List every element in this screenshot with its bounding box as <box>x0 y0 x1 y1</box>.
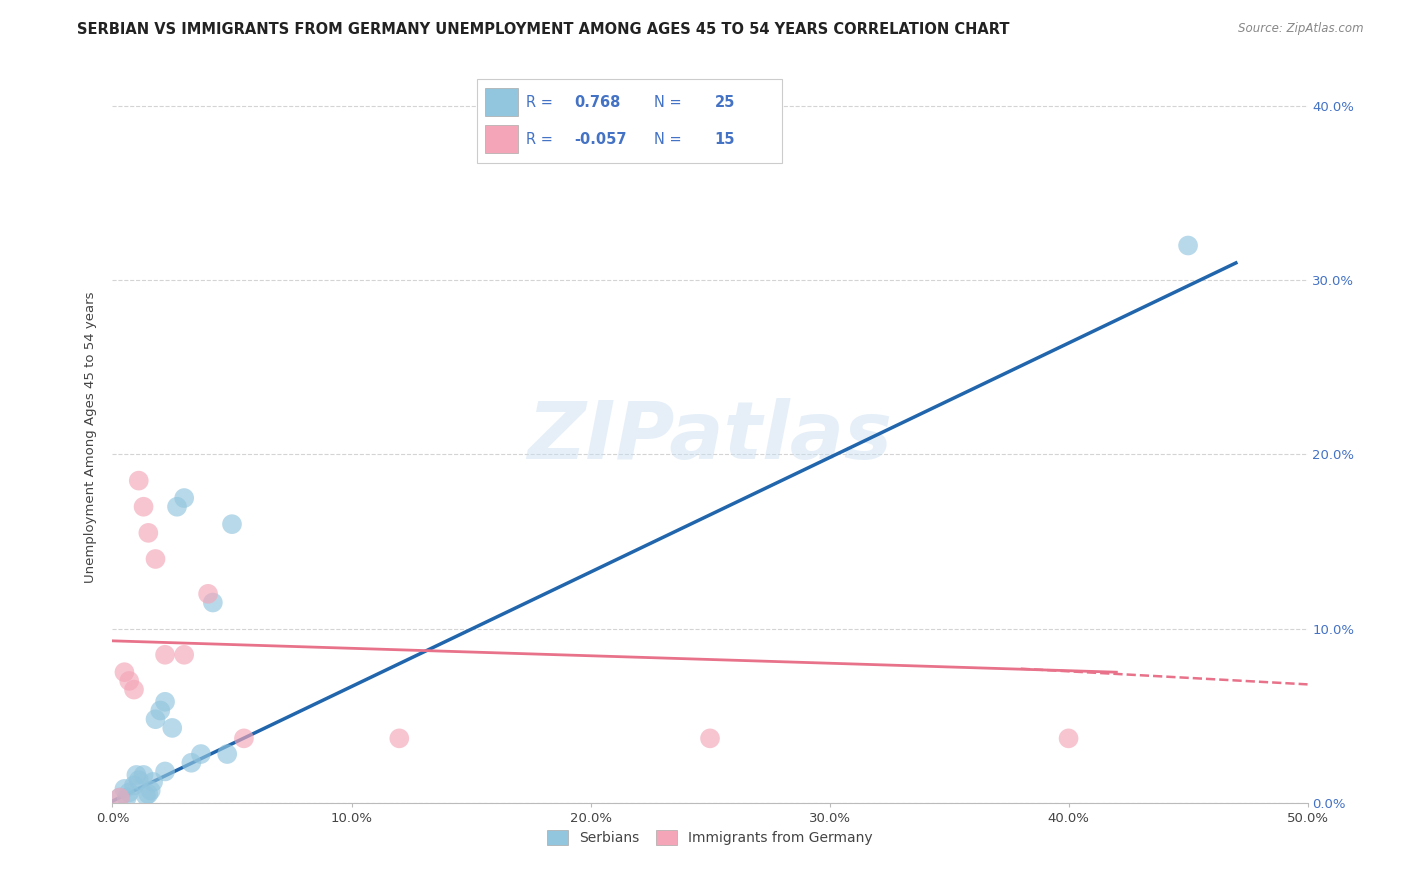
Point <box>128 773 150 788</box>
Text: SERBIAN VS IMMIGRANTS FROM GERMANY UNEMPLOYMENT AMONG AGES 45 TO 54 YEARS CORREL: SERBIAN VS IMMIGRANTS FROM GERMANY UNEMP… <box>77 22 1010 37</box>
Point <box>190 747 212 761</box>
Point <box>162 721 183 735</box>
Text: 0.768: 0.768 <box>575 95 621 110</box>
Point <box>166 500 188 514</box>
Point <box>201 595 224 609</box>
Point <box>114 665 135 680</box>
Point <box>132 768 155 782</box>
Text: -0.057: -0.057 <box>575 132 627 147</box>
Y-axis label: Unemployment Among Ages 45 to 54 years: Unemployment Among Ages 45 to 54 years <box>83 292 97 582</box>
Point <box>388 731 411 746</box>
FancyBboxPatch shape <box>485 88 517 117</box>
Point <box>108 790 131 805</box>
Point <box>132 500 155 514</box>
Text: 15: 15 <box>714 132 735 147</box>
Text: N =: N = <box>654 95 682 110</box>
Point <box>1177 238 1199 252</box>
Point <box>145 712 167 726</box>
Point <box>122 778 145 792</box>
Point <box>125 768 148 782</box>
Point <box>114 781 135 796</box>
Point <box>217 747 239 761</box>
Point <box>108 790 131 805</box>
Text: N =: N = <box>654 132 682 147</box>
Point <box>128 474 150 488</box>
Point <box>149 704 172 718</box>
Point <box>153 695 176 709</box>
Point <box>135 789 157 803</box>
Point <box>221 517 243 532</box>
FancyBboxPatch shape <box>485 125 517 153</box>
Point <box>118 785 141 799</box>
Point <box>180 756 202 770</box>
Point <box>699 731 721 746</box>
Point <box>118 673 141 688</box>
Point <box>153 764 176 779</box>
Point <box>173 491 195 505</box>
FancyBboxPatch shape <box>477 78 782 163</box>
Point <box>145 552 167 566</box>
Legend: Serbians, Immigrants from Germany: Serbians, Immigrants from Germany <box>541 825 879 851</box>
Point <box>173 648 195 662</box>
Point <box>142 775 165 789</box>
Point <box>153 648 176 662</box>
Text: 25: 25 <box>714 95 735 110</box>
Point <box>115 790 138 805</box>
Point <box>233 731 256 746</box>
Point <box>197 587 219 601</box>
Text: Source: ZipAtlas.com: Source: ZipAtlas.com <box>1239 22 1364 36</box>
Point <box>1057 731 1080 746</box>
Point <box>138 787 160 801</box>
Text: ZIPatlas: ZIPatlas <box>527 398 893 476</box>
Text: R =: R = <box>526 95 553 110</box>
Point <box>139 783 162 797</box>
Point <box>122 682 145 697</box>
Text: R =: R = <box>526 132 553 147</box>
Point <box>138 525 160 540</box>
